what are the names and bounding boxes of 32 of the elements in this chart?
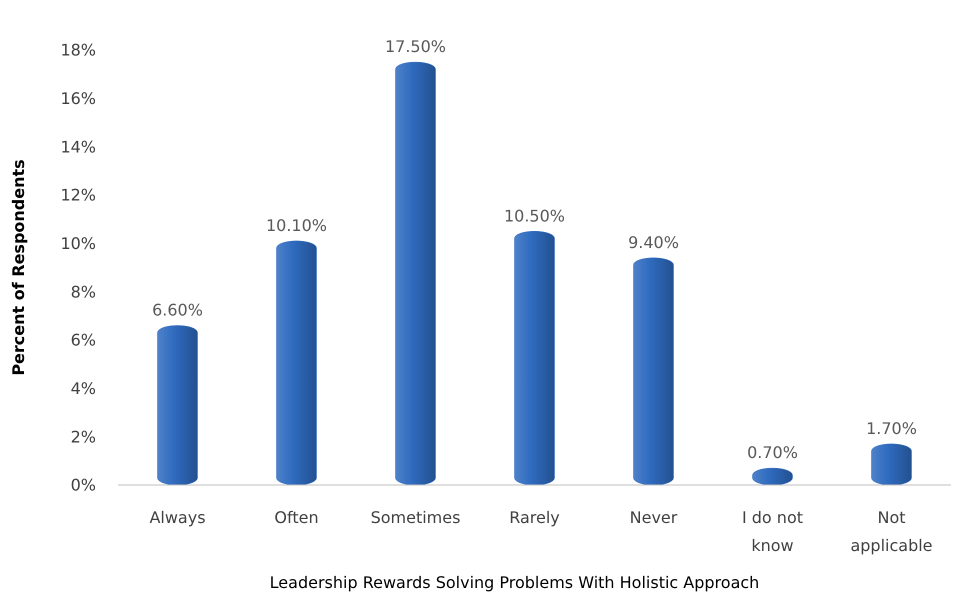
x-tick-label: Often (274, 508, 319, 527)
x-tick-label: Always (149, 508, 206, 527)
y-tick-label: 2% (70, 427, 96, 446)
data-label: 10.50% (504, 206, 566, 226)
x-axis-title: Leadership Rewards Solving Problems With Holistic Approach (270, 573, 760, 592)
data-label: 1.70% (866, 418, 917, 438)
y-tick-label: 8% (70, 282, 96, 302)
bar (633, 258, 674, 486)
x-tick-label: Rarely (509, 508, 560, 527)
data-label: 9.40% (628, 232, 679, 252)
y-tick-label: 10% (60, 234, 96, 253)
y-tick-label: 16% (60, 88, 96, 108)
data-label: 6.60% (152, 300, 203, 320)
y-tick-label: 18% (60, 40, 96, 60)
y-tick-label: 6% (70, 330, 96, 350)
bar (276, 240, 317, 486)
bar (157, 325, 198, 486)
y-tick-label: 0% (70, 476, 96, 495)
y-tick-label: 14% (60, 137, 96, 156)
bar (871, 444, 912, 486)
x-tick-label: I do not know (742, 508, 804, 555)
bar (395, 62, 436, 486)
y-axis-title: Percent of Respondents (9, 159, 28, 376)
data-label: 17.50% (384, 37, 446, 56)
bar (514, 231, 555, 486)
x-tick-label: Not applicable (850, 508, 933, 555)
data-label: 10.10% (266, 216, 328, 235)
y-tick-label: 12% (60, 186, 96, 205)
data-label: 0.70% (747, 443, 798, 462)
x-tick-label: Never (630, 508, 678, 527)
x-tick-label: Sometimes (370, 508, 460, 527)
y-tick-label: 4% (70, 378, 96, 398)
